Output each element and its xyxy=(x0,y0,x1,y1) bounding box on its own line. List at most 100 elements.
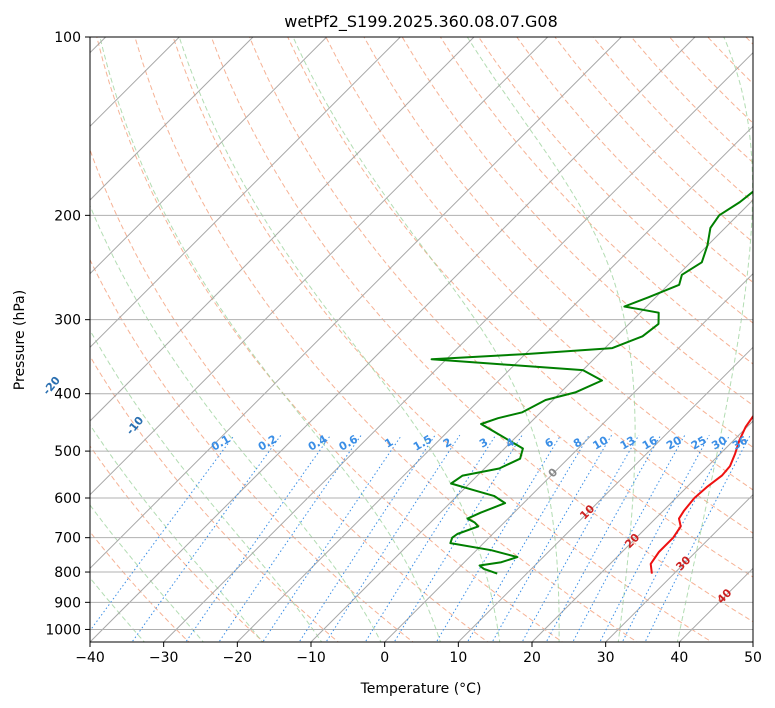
x-tick-label: 50 xyxy=(744,650,762,666)
isotherm xyxy=(310,199,753,642)
x-tick-label: 0 xyxy=(380,650,389,666)
pressure-gridlines xyxy=(90,37,753,630)
mixing-ratio-line xyxy=(90,434,235,632)
y-axis-label: Pressure (hPa) xyxy=(12,290,28,390)
moist-adiabat xyxy=(90,204,382,642)
mixing-ratio-line xyxy=(393,434,523,642)
plot-frame xyxy=(89,36,754,643)
x-axis-label: Temperature (°C) xyxy=(360,681,482,697)
mixing-ratio-line xyxy=(491,434,613,642)
dry-adiabat xyxy=(90,445,265,642)
dry-adiabat xyxy=(210,37,753,623)
isotherm xyxy=(90,37,328,275)
mixing-ratio-line xyxy=(218,434,362,642)
x-tick-label: 20 xyxy=(523,650,541,666)
y-tick-label: 1000 xyxy=(45,622,81,638)
isotherm xyxy=(90,37,254,201)
x-tick-label: −30 xyxy=(149,650,179,666)
x-tick-label: −10 xyxy=(296,650,326,666)
mixing-ratio-line xyxy=(298,434,436,642)
x-tick-label: 10 xyxy=(449,650,467,666)
mixing-ratio-label: 0.4 xyxy=(306,432,330,453)
dry-adiabat xyxy=(401,37,753,406)
y-tick-label: 900 xyxy=(54,595,81,611)
mixing-ratio-line xyxy=(364,434,497,642)
y-tick-label: 400 xyxy=(54,387,81,403)
dry-adiabat xyxy=(325,37,753,491)
isotherm xyxy=(90,37,696,642)
isotherm xyxy=(236,125,753,642)
dry-adiabat-label: -10 xyxy=(124,414,147,438)
dry-adiabat xyxy=(134,37,638,642)
y-tick-label: 700 xyxy=(54,531,81,547)
mixing-ratio-line xyxy=(325,434,461,642)
mixing-ratio-label: 30 xyxy=(709,433,729,452)
dry-adiabat xyxy=(172,37,713,642)
temperature-series xyxy=(649,414,753,574)
isotherm xyxy=(678,567,753,642)
mixing-ratio-label: 2 xyxy=(441,436,454,451)
mixing-ratio-label: 3 xyxy=(477,436,490,451)
mixing-ratio-label: 16 xyxy=(640,433,660,452)
isotherm xyxy=(163,51,753,642)
mixing-ratio-line xyxy=(262,434,403,642)
mixing-ratio-line xyxy=(466,434,590,642)
x-tick-label: −20 xyxy=(223,650,253,666)
mixing-ratio-line xyxy=(572,434,686,642)
mixing-ratio-label: 0.1 xyxy=(209,433,232,454)
x-tick-label: 40 xyxy=(670,650,688,666)
isotherm xyxy=(90,37,549,496)
mixing-ratio-line xyxy=(621,434,731,642)
moist-adiabat xyxy=(90,329,323,642)
isotherm xyxy=(90,37,622,570)
mixing-ratio-label: 6 xyxy=(543,435,556,450)
x-tick-label: −40 xyxy=(75,650,105,666)
dry-adiabat xyxy=(96,37,564,642)
temperature-profile-line xyxy=(649,414,753,574)
dry-adiabat xyxy=(90,148,489,642)
x-tick-label: 30 xyxy=(597,650,615,666)
dry-adiabat xyxy=(478,37,753,324)
isotherm xyxy=(384,272,753,642)
isotherm xyxy=(605,493,753,642)
chart-title: wetPf2_S199.2025.360.08.07.G08 xyxy=(284,12,558,32)
mixing-ratio-label: 20 xyxy=(664,433,684,452)
moist-adiabat xyxy=(292,37,560,642)
mixing-ratio-line xyxy=(644,434,751,642)
mixing-ratio-line xyxy=(545,434,662,642)
y-axis: 100 200 300 400 500 600 700 800 900 1000 xyxy=(45,30,90,638)
dewpoint-series xyxy=(430,190,753,575)
dry-adiabat xyxy=(439,37,753,365)
dry-adiabat xyxy=(363,37,753,448)
moist-adiabat xyxy=(99,37,441,642)
mixing-ratio-line xyxy=(599,434,710,642)
mixing-ratio-label: 0.2 xyxy=(256,433,279,454)
mixing-ratio-line xyxy=(435,434,562,642)
isotherm xyxy=(531,420,753,642)
y-tick-label: 300 xyxy=(54,313,81,329)
dry-adiabat xyxy=(707,37,753,85)
y-tick-label: 800 xyxy=(54,565,81,581)
y-tick-label: 600 xyxy=(54,491,81,507)
mixing-ratio-line xyxy=(521,434,640,642)
isotherm xyxy=(752,641,753,642)
skewed-isotherms xyxy=(90,37,753,642)
isotherm-label: 10 xyxy=(577,502,597,522)
dry-adiabat xyxy=(554,37,753,243)
mixing-ratio-label: 10 xyxy=(590,433,610,452)
y-tick-label: 100 xyxy=(54,30,81,46)
dewpoint-profile-line xyxy=(430,190,753,575)
moist-adiabat xyxy=(178,37,501,642)
dry-adiabat xyxy=(745,37,753,45)
mixing-ratio-line xyxy=(131,434,282,642)
moist-adiabat xyxy=(90,423,264,642)
y-tick-label: 200 xyxy=(54,208,81,224)
dry-adiabat xyxy=(287,37,753,534)
mixing-ratio-label: 0.6 xyxy=(337,432,361,453)
dry-adiabat xyxy=(90,355,339,642)
mixing-ratio-line xyxy=(185,434,332,642)
y-tick-label: 500 xyxy=(54,444,81,460)
moist-adiabat xyxy=(90,504,204,642)
dry-adiabat xyxy=(516,37,753,284)
